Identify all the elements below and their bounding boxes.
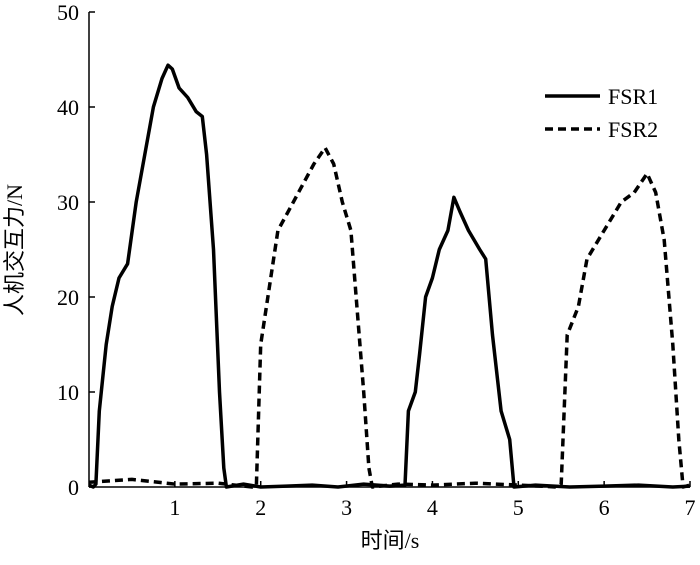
y-tick-label: 20 [57, 285, 79, 310]
legend-label: FSR2 [608, 117, 658, 142]
y-tick-label: 30 [57, 190, 79, 215]
y-axis-label: 人机交互力/N [2, 184, 27, 316]
x-tick-label: 5 [513, 495, 524, 520]
data-line [88, 146, 691, 489]
x-tick-label: 3 [341, 495, 352, 520]
x-tick-label: 2 [255, 495, 266, 520]
legend-label: FSR1 [608, 84, 658, 109]
x-tick-label: 1 [169, 495, 180, 520]
y-tick-label: 10 [57, 380, 79, 405]
y-tick-label: 0 [68, 475, 79, 500]
x-tick-label: 4 [427, 495, 438, 520]
x-tick-label: 7 [685, 495, 696, 520]
y-tick-label: 50 [57, 0, 79, 25]
x-axis-label: 时间/s [361, 528, 420, 553]
data-line [88, 63, 691, 489]
x-tick-label: 6 [599, 495, 610, 520]
y-tick-label: 40 [57, 95, 79, 120]
